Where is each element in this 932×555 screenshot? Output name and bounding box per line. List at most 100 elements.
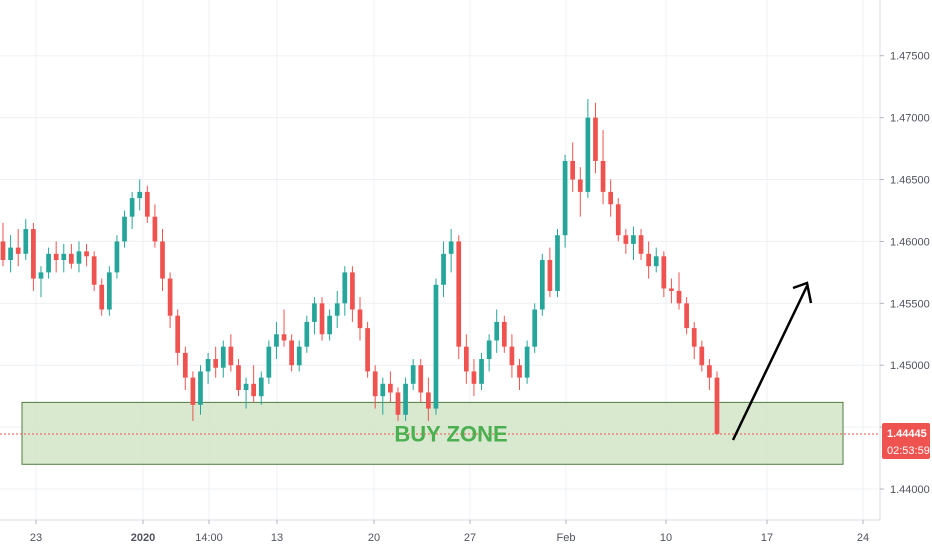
candle-up bbox=[342, 266, 348, 316]
candle-down bbox=[426, 377, 431, 421]
candle-body bbox=[410, 365, 416, 384]
candle-down bbox=[577, 167, 583, 217]
candle-up bbox=[274, 321, 279, 360]
candle-down bbox=[53, 241, 59, 273]
candle-up bbox=[23, 219, 29, 260]
candle-down bbox=[395, 387, 401, 421]
candle-down bbox=[517, 359, 522, 390]
candle-up bbox=[448, 229, 454, 273]
candle-body bbox=[190, 377, 196, 405]
candle-up bbox=[122, 210, 127, 248]
candle-down bbox=[251, 365, 257, 403]
candle-down bbox=[84, 243, 89, 267]
candle-up bbox=[46, 247, 51, 279]
arrow-head bbox=[792, 281, 813, 304]
candle-body bbox=[714, 377, 720, 434]
candle-body bbox=[76, 251, 82, 264]
candle-up bbox=[205, 352, 211, 384]
candle-down bbox=[623, 229, 629, 254]
candle-down bbox=[615, 198, 621, 242]
candle-up bbox=[631, 226, 636, 260]
price-tick-label: 1.44000 bbox=[890, 484, 930, 496]
candle-down bbox=[388, 371, 393, 403]
candle-body bbox=[638, 235, 644, 254]
candle-body bbox=[539, 260, 545, 310]
time-tick-label: 27 bbox=[464, 532, 476, 544]
candle-body bbox=[319, 303, 325, 335]
buy-zone bbox=[21, 401, 844, 465]
candle-down bbox=[501, 315, 507, 353]
candle-body bbox=[274, 334, 279, 347]
candle-body bbox=[357, 309, 363, 329]
candle-down bbox=[144, 185, 150, 223]
candles bbox=[0, 99, 720, 435]
candle-body bbox=[471, 371, 477, 384]
candle-body bbox=[167, 278, 173, 316]
candle-body bbox=[198, 371, 203, 405]
candle-up bbox=[532, 303, 538, 353]
candle-down bbox=[714, 371, 720, 435]
candle-body bbox=[555, 235, 560, 291]
candle-up bbox=[129, 191, 135, 230]
candle-body bbox=[327, 315, 332, 335]
candle-down bbox=[281, 309, 287, 347]
candle-up bbox=[486, 334, 492, 372]
candle-down bbox=[684, 297, 689, 335]
time-axis[interactable]: 23 2020 14:00 13 20 27 Feb 10 17 24 bbox=[30, 520, 869, 544]
time-tick-label: Feb bbox=[557, 532, 576, 544]
price-tick-label: 1.45000 bbox=[890, 360, 930, 372]
candle-body bbox=[631, 235, 636, 244]
candle-body bbox=[182, 352, 188, 378]
time-tick-label: 17 bbox=[761, 532, 773, 544]
candle-body bbox=[251, 383, 257, 397]
candle-down bbox=[167, 272, 173, 329]
candle-down bbox=[638, 229, 644, 260]
candle-body bbox=[243, 383, 249, 390]
current-price-badge: 1.44445 02:53:59 bbox=[882, 422, 930, 459]
current-price-label: 1.44445 bbox=[887, 428, 927, 440]
candle-down bbox=[669, 278, 674, 304]
candle-down bbox=[350, 266, 355, 322]
candle-up bbox=[539, 253, 545, 316]
candle-body bbox=[653, 256, 659, 267]
candle-body bbox=[8, 247, 13, 260]
candle-up bbox=[441, 241, 446, 298]
candle-body bbox=[38, 272, 44, 279]
candle-body bbox=[350, 272, 355, 310]
candle-body bbox=[547, 260, 553, 291]
candle-down bbox=[15, 229, 21, 267]
candle-up bbox=[296, 340, 302, 372]
candle-body bbox=[448, 241, 454, 254]
candle-down bbox=[608, 179, 614, 217]
candle-up bbox=[653, 247, 659, 273]
countdown-label: 02:53:59 bbox=[887, 445, 930, 457]
candle-down bbox=[152, 204, 158, 248]
candle-down bbox=[547, 247, 553, 298]
time-tick-label: 14:00 bbox=[195, 532, 223, 544]
candle-body bbox=[388, 383, 393, 393]
candle-body bbox=[99, 284, 105, 310]
candle-body bbox=[228, 346, 234, 366]
price-tick-label: 1.47500 bbox=[890, 51, 930, 63]
candle-up bbox=[562, 154, 568, 248]
candle-up bbox=[555, 229, 560, 298]
candle-up bbox=[524, 340, 530, 384]
time-tick-label: 13 bbox=[271, 532, 283, 544]
price-tick-label: 1.47000 bbox=[890, 113, 930, 125]
candle-body bbox=[433, 284, 439, 409]
candle-up bbox=[258, 371, 264, 405]
candle-body bbox=[137, 191, 143, 199]
candle-up bbox=[266, 340, 272, 384]
candle-body bbox=[266, 346, 272, 378]
candle-up bbox=[494, 309, 500, 353]
candle-body bbox=[144, 191, 150, 217]
candle-body bbox=[220, 346, 226, 368]
candle-down bbox=[707, 359, 712, 390]
candle-up bbox=[137, 179, 143, 211]
candle-body bbox=[418, 365, 424, 393]
candle-body bbox=[517, 365, 522, 378]
candle-down bbox=[600, 130, 606, 205]
candle-down bbox=[160, 229, 165, 291]
candle-body bbox=[646, 253, 651, 267]
